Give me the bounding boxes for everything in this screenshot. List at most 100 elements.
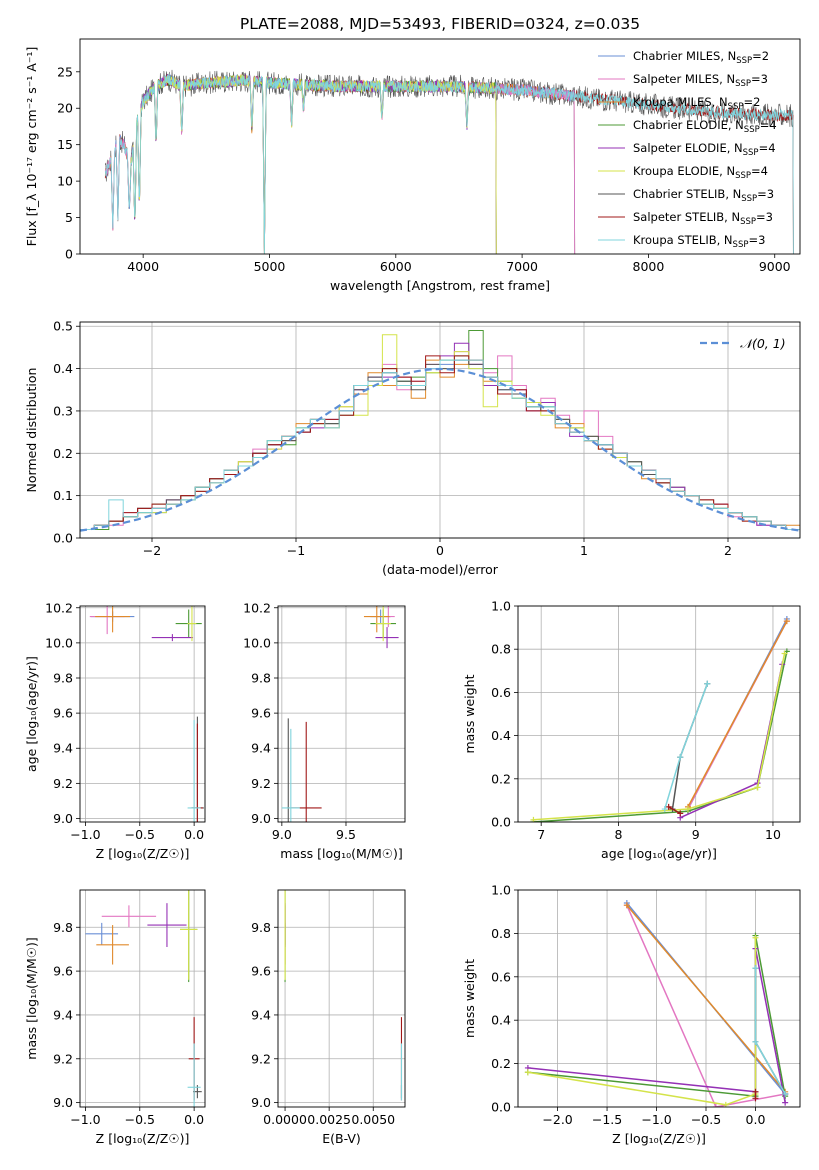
weight-marker — [781, 650, 788, 657]
legend-label: Salpeter STELIB, NSSP=3 — [633, 210, 773, 227]
y-tick-label: 0.5 — [53, 319, 73, 334]
y-tick-label: 0.8 — [491, 642, 511, 657]
x-axis-label: wavelength [Angstrom, rest frame] — [330, 278, 550, 293]
weight-marker — [752, 1088, 759, 1095]
legend-label: Chabrier ELODIE, NSSP=4 — [633, 118, 777, 135]
weight-marker — [712, 1104, 719, 1107]
x-tick-label: 5000 — [254, 259, 286, 274]
x-axis-label: Z [log₁₀(Z/Z☉)] — [612, 1131, 706, 1146]
x-axis-label: (data-model)/error — [382, 562, 499, 577]
x-tick-label: 10 — [765, 827, 781, 842]
weight-marker — [752, 1038, 759, 1045]
y-tick-label: 10.0 — [243, 635, 271, 650]
panel-residuals: −2 −1 0 1 2 0.0 0.1 0.2 0.3 0.4 0.5 (data-model)/er… — [24, 319, 801, 577]
y-tick-label: 0.2 — [491, 1056, 511, 1071]
x-tick-label: 7 — [537, 827, 545, 842]
spectrum-line-chabrier-elodie — [130, 74, 497, 254]
spectrum-line-salpeter-elodie — [130, 73, 497, 254]
figure-title: PLATE=2088, MJD=53493, FIBERID=0324, z=0… — [240, 15, 640, 33]
y-axis-label: mass [log₁₀(M/M☉)] — [24, 937, 39, 1059]
x-tick-label: 9.0 — [272, 827, 292, 842]
y-tick-label: 9.8 — [251, 671, 271, 686]
weight-marker — [524, 1069, 531, 1076]
y-tick-label: 0.0 — [53, 531, 73, 546]
legend-label: Chabrier STELIB, NSSP=3 — [633, 187, 774, 204]
legend-label: 𝒩(0, 1) — [740, 336, 786, 351]
x-tick-label: 4000 — [127, 259, 159, 274]
weight-line-salpeter-stelib — [668, 806, 681, 815]
y-tick-label: 15 — [57, 137, 73, 152]
x-tick-label: −2 — [143, 543, 161, 558]
axes-frame — [79, 321, 801, 539]
spectrum-line-chabrier-miles — [104, 74, 576, 254]
y-tick-label: 0.6 — [491, 969, 511, 984]
weight-line-kroupa-miles — [687, 620, 788, 808]
weight-line-salpeter-miles — [626, 904, 786, 1107]
y-tick-label: 25 — [57, 64, 73, 79]
panel-weight-vs-age: 7 8 9 10 0.0 0.2 0.4 0.6 0.8 1.0 age [log₁₀(age/yr… — [462, 599, 801, 861]
y-tick-label: 10 — [57, 174, 73, 189]
x-tick-label: 0.0 — [184, 1112, 204, 1127]
y-tick-label: 9.6 — [53, 706, 73, 721]
y-tick-label: 9.6 — [53, 964, 73, 979]
y-tick-label: 0.4 — [53, 361, 73, 376]
x-tick-label: 0 — [436, 543, 444, 558]
legend-label: Salpeter MILES, NSSP=3 — [633, 72, 768, 89]
y-axis-label: Flux [f_λ 10⁻¹⁷ erg cm⁻² s⁻¹ A⁻¹] — [24, 47, 39, 247]
y-tick-label: 9.4 — [251, 1007, 271, 1022]
y-tick-label: 9.4 — [53, 741, 73, 756]
x-tick-label: −2.0 — [542, 1112, 572, 1127]
y-tick-label: 9.0 — [53, 811, 73, 826]
y-tick-label: 0.8 — [491, 926, 511, 941]
weight-marker — [623, 902, 630, 909]
y-tick-label: 0.4 — [491, 1013, 511, 1028]
x-tick-label: 9000 — [759, 259, 791, 274]
legend-label: Chabrier MILES, NSSP=2 — [633, 49, 769, 66]
y-axis-label: age [log₁₀(age/yr)] — [24, 656, 39, 772]
x-axis-label: Z [log₁₀(Z/Z☉)] — [96, 846, 190, 861]
x-tick-label: −0.5 — [691, 1112, 721, 1127]
y-tick-label: 9.6 — [251, 706, 271, 721]
weight-marker — [754, 784, 761, 791]
x-tick-label: −1.0 — [70, 827, 100, 842]
x-tick-label: 6000 — [380, 259, 412, 274]
weight-marker — [665, 803, 672, 810]
x-tick-label: 0.0000 — [263, 1112, 307, 1127]
weight-marker — [704, 680, 711, 687]
y-tick-label: 10.2 — [243, 600, 271, 615]
x-axis-label: mass [log₁₀(M/M☉)] — [280, 846, 402, 861]
y-tick-label: 9.0 — [251, 811, 271, 826]
x-tick-label: 8000 — [633, 259, 665, 274]
weight-line-chabrier-elodie — [533, 651, 788, 822]
x-tick-label: 0.0025 — [307, 1112, 351, 1127]
x-tick-label: 0.0 — [184, 827, 204, 842]
x-tick-label: 9.5 — [336, 827, 356, 842]
spectrum-line-kroupa-elodie — [130, 73, 497, 254]
x-tick-label: −1.5 — [592, 1112, 622, 1127]
x-tick-label: 9 — [692, 827, 700, 842]
weight-marker — [782, 1099, 789, 1106]
y-tick-label: 9.2 — [251, 1051, 271, 1066]
x-tick-label: 8 — [614, 827, 622, 842]
normal-curve — [80, 367, 800, 532]
weight-marker — [661, 806, 668, 813]
weight-marker — [752, 965, 759, 972]
x-axis-label: E(B-V) — [322, 1131, 361, 1146]
panel-age-vs-Z: −1.0 −0.5 0.0 9.0 9.2 9.4 9.6 9.8 10.0 10.2 Z [log… — [24, 600, 206, 861]
axes-frame — [79, 889, 206, 1108]
legend-label: Kroupa ELODIE, NSSP=4 — [633, 164, 768, 181]
y-tick-label: 20 — [57, 101, 73, 116]
y-tick-label: 0.1 — [53, 488, 73, 503]
y-tick-label: 10.2 — [45, 600, 73, 615]
weight-marker — [752, 934, 759, 941]
histogram-kroupa-stelib — [80, 359, 800, 538]
y-tick-label: 9.6 — [251, 964, 271, 979]
y-tick-label: 9.0 — [251, 1095, 271, 1110]
y-tick-label: 9.2 — [53, 776, 73, 791]
legend-label: Kroupa STELIB, NSSP=3 — [633, 233, 765, 250]
weight-line-kroupa-elodie — [533, 653, 786, 821]
x-axis-label: age [log₁₀(age/yr)] — [601, 846, 717, 861]
y-tick-label: 9.8 — [53, 920, 73, 935]
weight-marker — [677, 754, 684, 761]
